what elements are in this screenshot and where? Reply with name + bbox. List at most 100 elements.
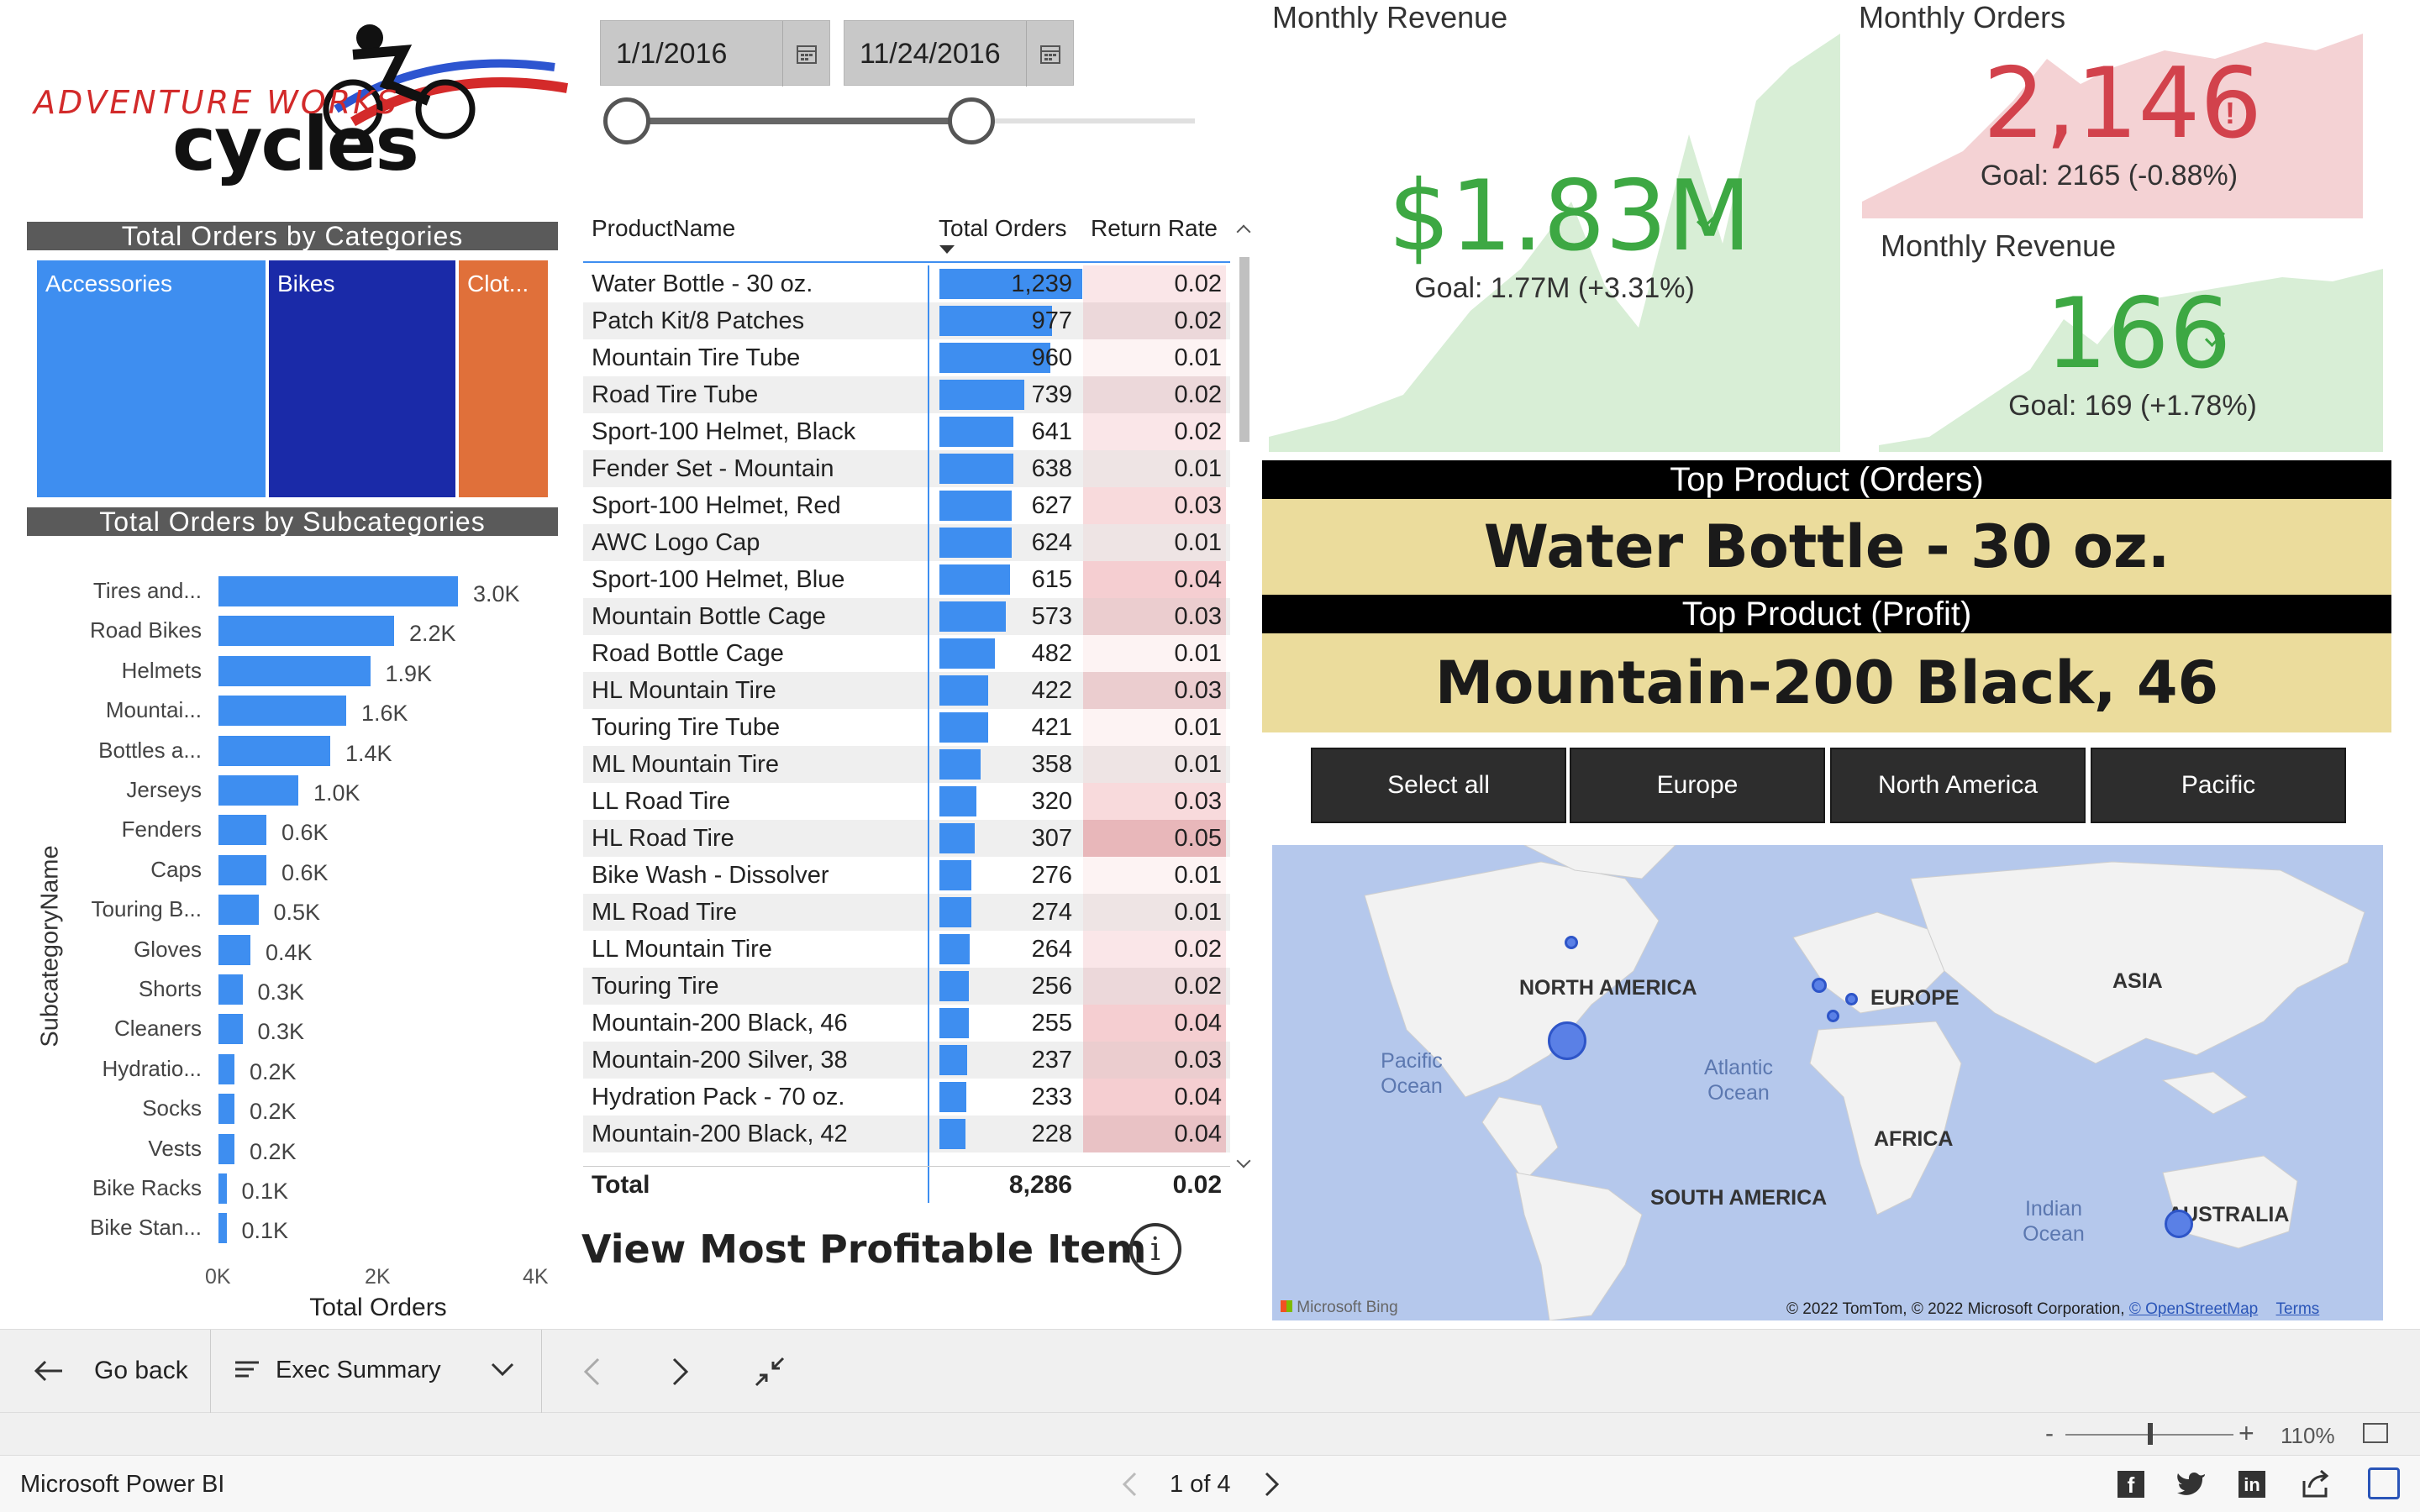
subcategory-bar[interactable] (218, 576, 458, 606)
subcategory-bar[interactable] (218, 974, 243, 1005)
table-row[interactable]: ML Mountain Tire 358 0.01 (583, 746, 1230, 783)
chevron-down-icon[interactable] (1236, 1153, 1251, 1168)
table-row[interactable]: Touring Tire 256 0.02 (583, 968, 1230, 1005)
table-row[interactable]: LL Road Tire 320 0.03 (583, 783, 1230, 820)
subcategory-bar[interactable] (218, 815, 266, 846)
subcategory-bar[interactable] (218, 1173, 227, 1204)
map-bubble-france[interactable] (1827, 1010, 1839, 1022)
scrollbar-thumb[interactable] (1239, 257, 1249, 442)
subcategory-bar[interactable] (218, 655, 371, 686)
subcategory-bar[interactable] (218, 1053, 234, 1084)
world-map[interactable]: NORTH AMERICA EUROPE ASIA AFRICA SOUTH A… (1272, 845, 2383, 1320)
col-product-name[interactable]: ProductName (592, 215, 736, 241)
map-bubble-uk[interactable] (1812, 978, 1827, 993)
collapse-icon[interactable] (755, 1357, 785, 1387)
date-slider-start-handle[interactable] (603, 97, 650, 144)
facebook-icon[interactable]: f (2118, 1471, 2144, 1498)
table-row[interactable]: Touring Tire Tube 421 0.01 (583, 709, 1230, 746)
calendar-icon[interactable] (1026, 21, 1073, 87)
map-bubble-us[interactable] (1548, 1021, 1586, 1060)
table-row[interactable]: Mountain-200 Black, 42 228 0.04 (583, 1116, 1230, 1152)
table-row[interactable]: Hydration Pack - 70 oz. 233 0.04 (583, 1079, 1230, 1116)
subcategory-bar[interactable] (218, 775, 298, 806)
table-row[interactable]: HL Mountain Tire 422 0.03 (583, 672, 1230, 709)
region-europe-button[interactable]: Europe (1570, 748, 1825, 823)
table-row[interactable]: Road Bottle Cage 482 0.01 (583, 635, 1230, 672)
subcategory-bar[interactable] (218, 1094, 234, 1125)
table-row[interactable]: Sport-100 Helmet, Red 627 0.03 (583, 487, 1230, 524)
page-dropdown[interactable]: Exec Summary (235, 1353, 521, 1390)
date-slider-end-handle[interactable] (948, 97, 995, 144)
view-profitable-button[interactable]: View Most Profitable Item (581, 1226, 1147, 1272)
zoom-in-button[interactable]: + (2238, 1418, 2254, 1448)
chevron-up-icon[interactable] (1236, 224, 1251, 239)
fullscreen-icon[interactable] (2368, 1467, 2400, 1499)
subcategory-bar[interactable] (218, 1133, 234, 1164)
zoom-slider-handle[interactable] (2148, 1423, 2153, 1445)
linkedin-icon[interactable]: in (2238, 1471, 2265, 1498)
previous-page-icon[interactable] (581, 1357, 602, 1387)
subcategory-value-label: 0.1K (241, 1218, 289, 1244)
fit-page-icon[interactable] (2363, 1423, 2388, 1443)
table-row[interactable]: Mountain-200 Black, 46 255 0.04 (583, 1005, 1230, 1042)
footer-prev-page-icon[interactable] (1121, 1471, 1138, 1498)
map-bubble-australia[interactable] (2165, 1210, 2193, 1238)
table-row[interactable]: ML Road Tire 274 0.01 (583, 894, 1230, 931)
subcategory-bar[interactable] (218, 735, 330, 766)
share-icon[interactable] (2301, 1469, 2331, 1498)
col-total-orders[interactable]: Total Orders (939, 215, 1067, 241)
table-scrollbar[interactable] (1235, 215, 1254, 1173)
table-row[interactable]: Mountain Tire Tube 960 0.01 (583, 339, 1230, 376)
region-north-america-button[interactable]: North America (1830, 748, 2086, 823)
return-rate-heat (1083, 413, 1226, 450)
return-rate-cell: 0.01 (1174, 714, 1222, 741)
subcategory-label: Hydratio... (102, 1055, 203, 1081)
calendar-icon[interactable] (782, 21, 829, 87)
treemap-bikes[interactable]: Bikes (269, 260, 455, 497)
map-bubble-germany[interactable] (1845, 993, 1858, 1005)
end-date-input[interactable]: 11/24/2016 (844, 20, 1074, 87)
table-row[interactable]: Mountain Bottle Cage 573 0.03 (583, 598, 1230, 635)
subcategory-bar[interactable] (218, 1213, 227, 1244)
subcategory-bar[interactable] (218, 895, 259, 926)
twitter-icon[interactable] (2176, 1471, 2207, 1498)
info-icon[interactable]: i (1129, 1223, 1181, 1275)
table-row[interactable]: Mountain-200 Silver, 38 237 0.03 (583, 1042, 1230, 1079)
table-row[interactable]: Fender Set - Mountain 638 0.01 (583, 450, 1230, 487)
table-row[interactable]: HL Road Tire 307 0.05 (583, 820, 1230, 857)
subcategory-bar[interactable] (218, 854, 266, 885)
table-row[interactable]: Sport-100 Helmet, Black 641 0.02 (583, 413, 1230, 450)
map-bubble-canada[interactable] (1565, 936, 1578, 949)
osm-link[interactable]: © OpenStreetMap (2128, 1300, 2259, 1318)
return-rate-heat (1083, 1042, 1226, 1079)
start-date-input[interactable]: 1/1/2016 (600, 20, 830, 87)
table-row[interactable]: Bike Wash - Dissolver 276 0.01 (583, 857, 1230, 894)
table-row[interactable]: Patch Kit/8 Patches 977 0.02 (583, 302, 1230, 339)
subcategory-bar[interactable] (218, 934, 250, 965)
table-row[interactable]: LL Mountain Tire 264 0.02 (583, 931, 1230, 968)
table-header-underline (583, 261, 1230, 263)
product-name-cell: Touring Tire Tube (592, 714, 781, 741)
next-page-icon[interactable] (671, 1357, 691, 1387)
table-row[interactable]: Sport-100 Helmet, Blue 615 0.04 (583, 561, 1230, 598)
page-list-icon (235, 1361, 259, 1378)
table-row[interactable]: Water Bottle - 30 oz. 1,239 0.02 (583, 265, 1230, 302)
terms-link[interactable]: Terms (2275, 1300, 2320, 1318)
col-return-rate[interactable]: Return Rate (1091, 215, 1218, 241)
subcategory-bar[interactable] (218, 616, 394, 647)
chevron-down-icon (491, 1362, 514, 1377)
table-row[interactable]: AWC Logo Cap 624 0.01 (583, 524, 1230, 561)
attribution-text: © 2022 TomTom, © 2022 Microsoft Corporat… (1786, 1300, 2125, 1318)
treemap-clothing[interactable]: Clot... (459, 260, 548, 497)
treemap-accessories[interactable]: Accessories (37, 260, 266, 497)
region-pacific-button[interactable]: Pacific (2091, 748, 2346, 823)
subcategory-bar[interactable] (218, 1014, 243, 1045)
region-select-all-button[interactable]: Select all (1311, 748, 1566, 823)
go-back-button[interactable]: Go back (34, 1353, 202, 1390)
table-row[interactable]: Road Tire Tube 739 0.02 (583, 376, 1230, 413)
subcategory-bar[interactable] (218, 696, 346, 727)
zoom-out-button[interactable]: - (2045, 1420, 2054, 1447)
powerbi-app-name[interactable]: Microsoft Power BI (20, 1471, 225, 1498)
footer-next-page-icon[interactable] (1264, 1471, 1281, 1498)
product-name-cell: Sport-100 Helmet, Black (592, 418, 856, 445)
